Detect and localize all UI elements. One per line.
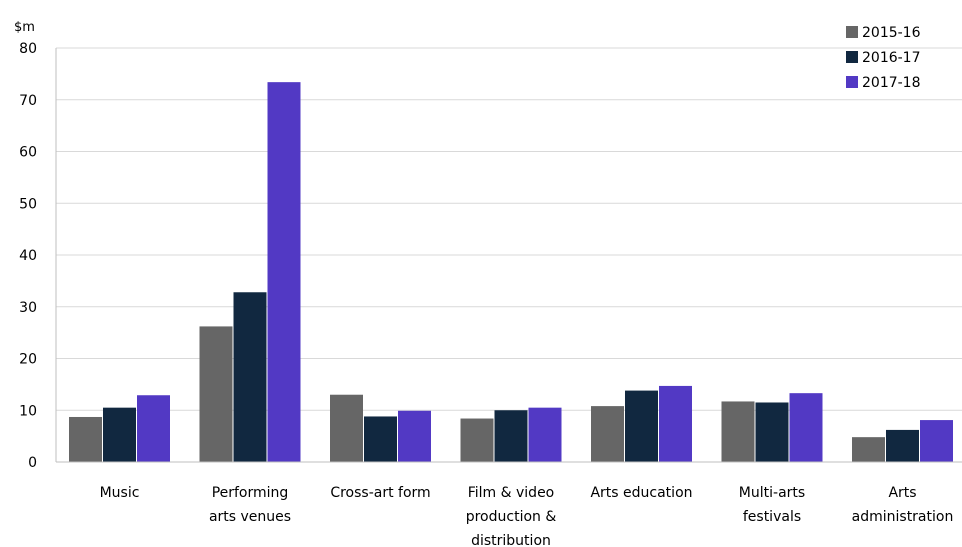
x-category-label: Cross-art form	[330, 485, 430, 501]
legend-swatch	[846, 26, 858, 38]
gridlines	[56, 47, 962, 411]
bar-2015-16-1	[199, 326, 233, 462]
y-tick-label: 40	[19, 248, 37, 264]
legend-label: 2016-17	[862, 50, 921, 66]
y-tick-label: 50	[19, 196, 37, 212]
bar-2017-18-3	[528, 407, 562, 462]
y-axis-label: $m	[14, 20, 35, 35]
bar-2016-17-0	[103, 407, 136, 462]
x-axis-categories: Music Performing arts venues Cross-art form…	[100, 485, 954, 547]
y-tick-label: 10	[19, 403, 37, 419]
x-category-label: Music	[100, 485, 140, 501]
bar-2016-17-2	[364, 416, 397, 462]
bar-2016-17-3	[494, 410, 528, 462]
x-category-label: Arts	[888, 485, 916, 501]
legend: 2015-16 2016-17 2017-18	[846, 25, 921, 91]
bar-2015-16-5	[721, 401, 755, 462]
x-category-label: Arts education	[590, 485, 692, 501]
legend-label: 2015-16	[862, 25, 921, 41]
x-category-label: festivals	[743, 509, 801, 525]
y-tick-label: 20	[19, 352, 37, 368]
y-tick-label: 80	[19, 41, 37, 57]
bar-2015-16-3	[460, 418, 494, 462]
x-category-label: Multi-arts	[739, 485, 805, 501]
bar-2015-16-4	[591, 406, 624, 462]
x-category-label: Film & video	[468, 485, 555, 501]
x-category-label: production &	[466, 509, 557, 525]
bar-2017-18-5	[789, 393, 823, 462]
legend-swatch	[846, 76, 858, 88]
x-category-label: distribution	[471, 533, 551, 547]
bar-2017-18-4	[659, 385, 692, 462]
bars	[69, 82, 953, 462]
bar-2016-17-4	[625, 390, 658, 462]
x-category-label: administration	[852, 509, 954, 525]
bar-2015-16-6	[852, 437, 885, 462]
legend-swatch	[846, 51, 858, 63]
y-tick-label: 60	[19, 145, 37, 161]
y-axis-ticks: 0 10 20 30 40 50 60 70 80	[19, 41, 37, 471]
bar-2015-16-2	[330, 394, 363, 462]
bar-2015-16-0	[69, 416, 102, 462]
x-category-label: arts venues	[209, 509, 291, 525]
y-tick-label: 0	[28, 455, 37, 471]
legend-label: 2017-18	[862, 75, 921, 91]
bar-2016-17-1	[233, 292, 267, 462]
x-category-label: Performing	[212, 485, 289, 501]
bar-2016-17-5	[755, 402, 789, 462]
y-tick-label: 30	[19, 300, 37, 316]
bar-2017-18-2	[398, 410, 431, 462]
bar-2016-17-6	[886, 429, 919, 462]
bar-2017-18-6	[920, 420, 953, 462]
bar-2017-18-0	[137, 395, 170, 462]
bar-2017-18-1	[267, 82, 301, 462]
y-tick-label: 70	[19, 93, 37, 109]
